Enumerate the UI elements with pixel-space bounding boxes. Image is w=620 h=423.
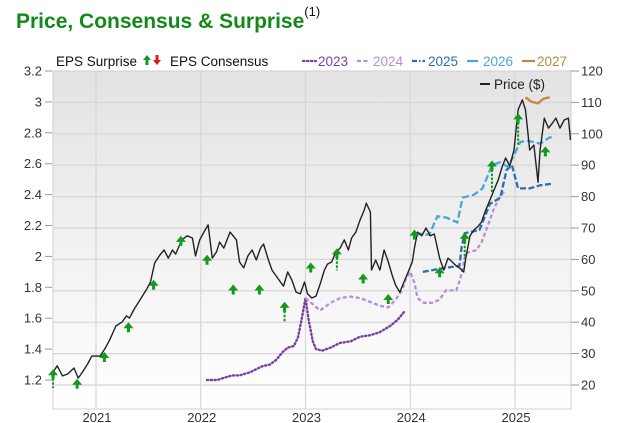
left-tick-label: 1.4	[24, 342, 42, 357]
legend-price: Price ($)	[494, 77, 545, 92]
right-tick-label: 80	[581, 189, 595, 204]
surprise-up-arrow-icon	[513, 113, 524, 145]
right-tick-label: 110	[581, 95, 602, 110]
eps-consensus-2026-line	[415, 136, 553, 236]
eps-surprise-arrows	[48, 113, 551, 389]
surprise-up-arrow-icon	[175, 235, 186, 246]
x-tick-label: 2023	[292, 410, 321, 423]
legend-2025: 2025	[428, 54, 458, 69]
surprise-up-arrow-icon	[228, 284, 239, 295]
eps-consensus-2027-line	[524, 96, 550, 105]
left-tick-label: 2.2	[24, 218, 42, 233]
x-tick-label: 2024	[397, 410, 426, 423]
surprise-up-arrow-icon	[279, 301, 290, 323]
price-series-line	[52, 99, 572, 379]
legend-2027: 2027	[537, 54, 567, 69]
footnote-marker: (1)	[304, 4, 321, 19]
right-tick-label: 90	[581, 158, 595, 173]
right-tick-label: 100	[581, 126, 603, 141]
surprise-up-arrow-icon	[72, 378, 83, 389]
surprise-up-arrow-icon	[486, 160, 497, 194]
left-tick-label: 2.4	[24, 187, 42, 202]
eps-consensus-2023-line	[205, 296, 406, 382]
left-tick-label: 1.2	[24, 373, 42, 388]
left-tick-label: 3.2	[24, 64, 42, 79]
eps-consensus-lines	[205, 96, 553, 382]
surprise-up-arrow-icon	[434, 267, 445, 278]
right-tick-label: 70	[581, 221, 595, 236]
surprise-up-arrow-icon	[148, 279, 159, 290]
gridlines	[53, 71, 571, 409]
left-tick-label: 2.6	[24, 156, 42, 171]
legend-2026: 2026	[483, 54, 513, 69]
legend-up-arrow-icon	[143, 55, 151, 65]
chart-title-text: Price, Consensus & Surprise	[16, 10, 305, 33]
right-tick-label: 120	[581, 64, 603, 79]
price-line	[52, 99, 572, 379]
right-tick-label: 40	[581, 315, 595, 330]
left-tick-label: 1.6	[24, 311, 42, 326]
surprise-up-arrow-icon	[99, 352, 110, 363]
left-tick-label: 1.8	[24, 280, 42, 295]
x-axis-years: 2021 2022 2023 2024 2025	[83, 410, 531, 423]
x-tick-label: 2025	[502, 410, 531, 423]
left-tick-label: 3	[35, 94, 42, 109]
surprise-up-arrow-icon	[123, 322, 134, 333]
surprise-up-arrow-icon	[48, 369, 59, 389]
right-tick-label: 20	[581, 378, 595, 393]
right-tick-label: 60	[581, 252, 595, 267]
surprise-up-arrow-icon	[459, 232, 470, 260]
x-tick-label: 2021	[83, 410, 112, 423]
left-tick-label: 2.8	[24, 125, 42, 140]
left-tick-label: 2	[35, 249, 42, 264]
surprise-up-arrow-icon	[202, 254, 213, 265]
surprise-up-arrow-icon	[540, 146, 551, 157]
left-axis-eps: 3.2 3 2.8 2.6 2.4 2.2 2 1.8 1.6 1.4 1.2	[24, 64, 52, 388]
surprise-up-arrow-icon	[331, 248, 342, 271]
surprise-up-arrow-icon	[383, 293, 394, 304]
right-tick-label: 30	[581, 346, 595, 361]
legend-2024: 2024	[373, 54, 404, 69]
surprise-up-arrow-icon	[358, 273, 369, 284]
plot-area	[52, 70, 572, 410]
right-tick-label: 50	[581, 283, 595, 298]
chart-title: Price, Consensus & Surprise(1)	[16, 4, 320, 34]
surprise-up-arrow-icon	[409, 229, 420, 240]
eps-consensus-2025-line	[422, 164, 552, 274]
legend-down-arrow-icon	[153, 55, 161, 65]
legend-eps-surprise: EPS Surprise	[56, 54, 137, 69]
legend: EPS Surprise EPS Consensus 2023 2024 202…	[56, 54, 567, 92]
surprise-up-arrow-icon	[305, 262, 316, 273]
legend-eps-consensus: EPS Consensus	[170, 54, 269, 69]
legend-2023: 2023	[318, 54, 348, 69]
x-tick-label: 2022	[187, 410, 216, 423]
surprise-up-arrow-icon	[254, 284, 265, 295]
right-axis-price: 120 110 100 90 80 70 60 50 40 30 20	[571, 64, 603, 393]
